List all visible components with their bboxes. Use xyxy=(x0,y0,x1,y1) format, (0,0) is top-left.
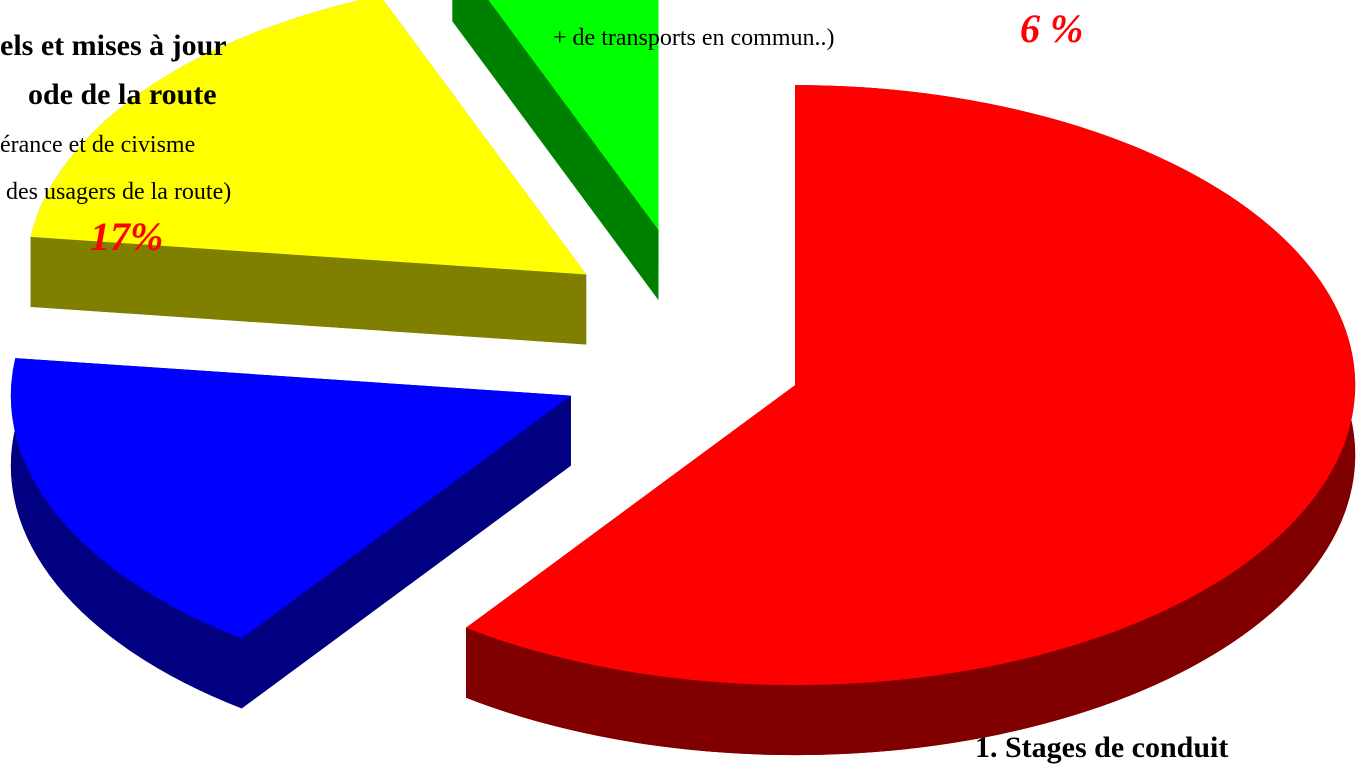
slice xyxy=(30,0,587,275)
slice-wall xyxy=(466,85,1356,756)
slice-label: érance et de civisme xyxy=(0,132,195,158)
slice-label: des usagers de la route) xyxy=(6,179,231,205)
slice xyxy=(466,85,1356,686)
slice-label: + de transports en commun..) xyxy=(553,25,834,51)
slice-label: 1. Stages de conduit xyxy=(975,731,1228,764)
slice-label: els et mises à jour xyxy=(0,29,227,62)
value-label: 17% xyxy=(90,214,163,259)
value-label: 6 % xyxy=(1020,6,1083,51)
slice-edge xyxy=(452,0,659,301)
slice-wall xyxy=(10,358,242,709)
slice-edge xyxy=(241,395,571,709)
slice-edge xyxy=(30,236,587,345)
slice xyxy=(488,0,659,231)
slice-label: ode de la route xyxy=(28,78,217,111)
slice xyxy=(10,358,571,639)
